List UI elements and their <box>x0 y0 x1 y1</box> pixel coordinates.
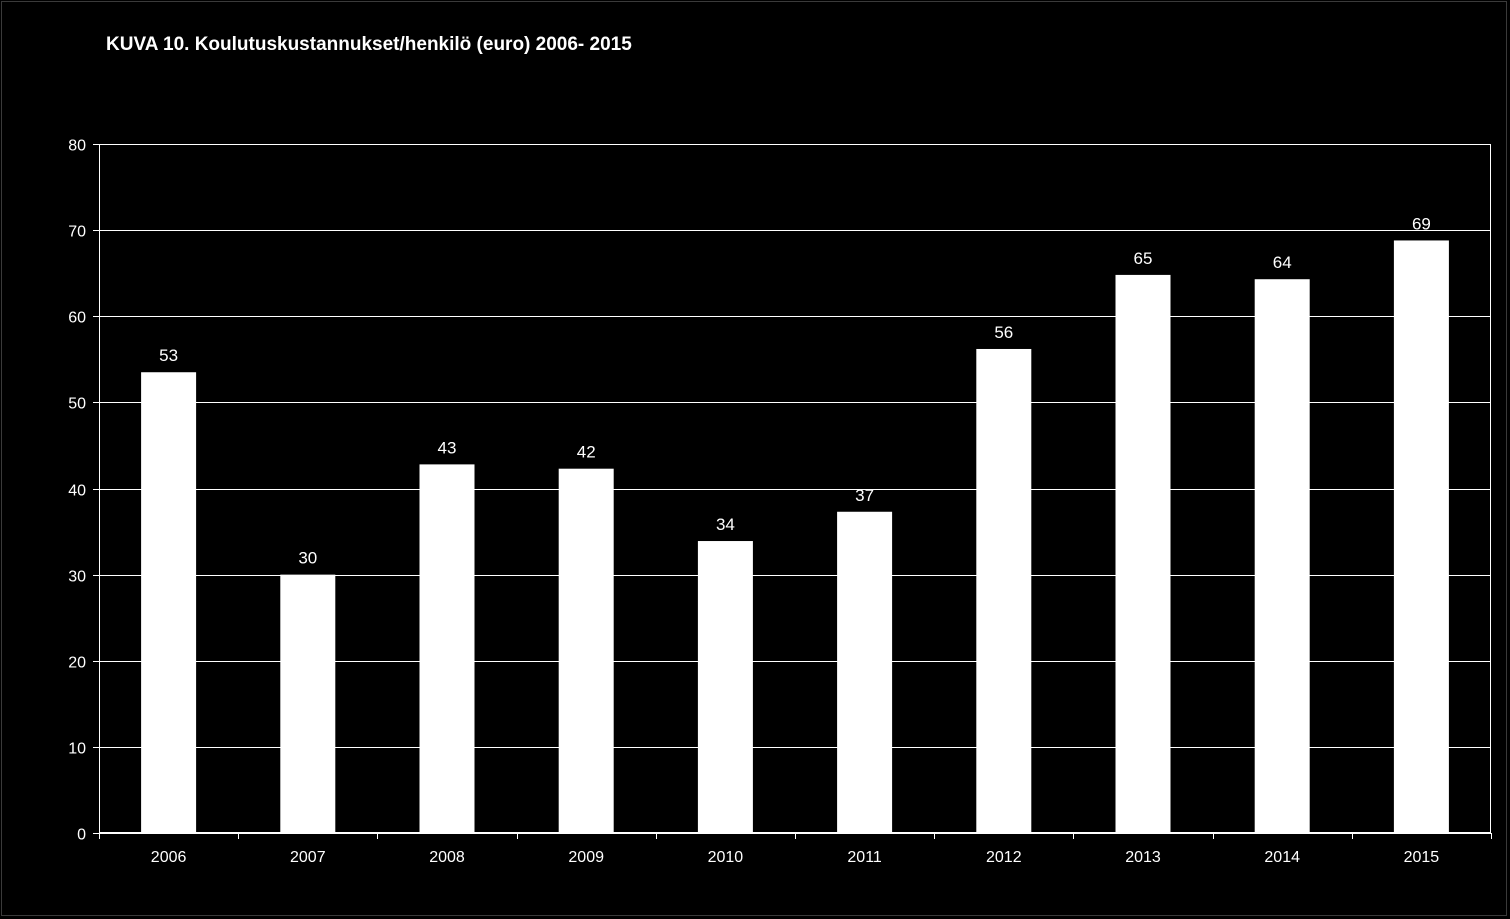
y-tick-label: 70 <box>68 224 86 241</box>
data-label-2013: 65 <box>1134 249 1153 268</box>
x-tick-label: 2010 <box>708 849 744 866</box>
x-tick-label: 2014 <box>1264 849 1300 866</box>
x-tick-label: 2015 <box>1404 849 1440 866</box>
bar-2013 <box>1115 274 1171 833</box>
y-tick-label: 0 <box>77 827 86 844</box>
y-tick-label: 80 <box>68 138 86 155</box>
bar-2011 <box>837 511 893 833</box>
x-tick-label: 2011 <box>847 849 882 866</box>
y-tick-label: 20 <box>68 655 86 672</box>
bar-2006 <box>141 372 197 833</box>
axes <box>93 144 1492 839</box>
y-tick-label: 50 <box>68 396 86 413</box>
x-tick-label: 2008 <box>429 849 465 866</box>
y-tick-label: 30 <box>68 569 86 586</box>
data-label-2007: 30 <box>298 549 317 568</box>
data-label-2015: 69 <box>1412 214 1431 233</box>
bars <box>141 240 1449 833</box>
labels: 0 10 20 30 40 50 60 70 80 53 2006 30 2007 43 2008 42 200… <box>68 138 1439 867</box>
y-tick-label: 60 <box>68 310 86 327</box>
data-label-2011: 37 <box>855 486 874 505</box>
chart-title: KUVA 10. Koulutuskustannukset/henkilö (e… <box>106 34 632 55</box>
x-tick-label: 2007 <box>290 849 326 866</box>
bar-2009 <box>558 468 614 833</box>
y-tick-label: 10 <box>68 741 86 758</box>
x-tick-label: 2006 <box>151 849 187 866</box>
data-label-2006: 53 <box>159 346 178 365</box>
x-tick-label: 2013 <box>1125 849 1161 866</box>
x-tick-label: 2012 <box>986 849 1022 866</box>
x-tick-label: 2009 <box>568 849 604 866</box>
data-label-2008: 43 <box>438 438 457 457</box>
data-label-2012: 56 <box>994 323 1013 342</box>
bar-2012 <box>976 348 1032 833</box>
data-label-2010: 34 <box>716 515 735 534</box>
bar-2010 <box>697 541 753 833</box>
bar-2015 <box>1393 240 1449 833</box>
data-label-2009: 42 <box>577 443 596 462</box>
bar-2008 <box>419 464 475 833</box>
bar-2014 <box>1254 279 1310 833</box>
data-label-2014: 64 <box>1273 253 1292 272</box>
y-tick-label: 40 <box>68 483 86 500</box>
bar-2007 <box>280 574 336 833</box>
